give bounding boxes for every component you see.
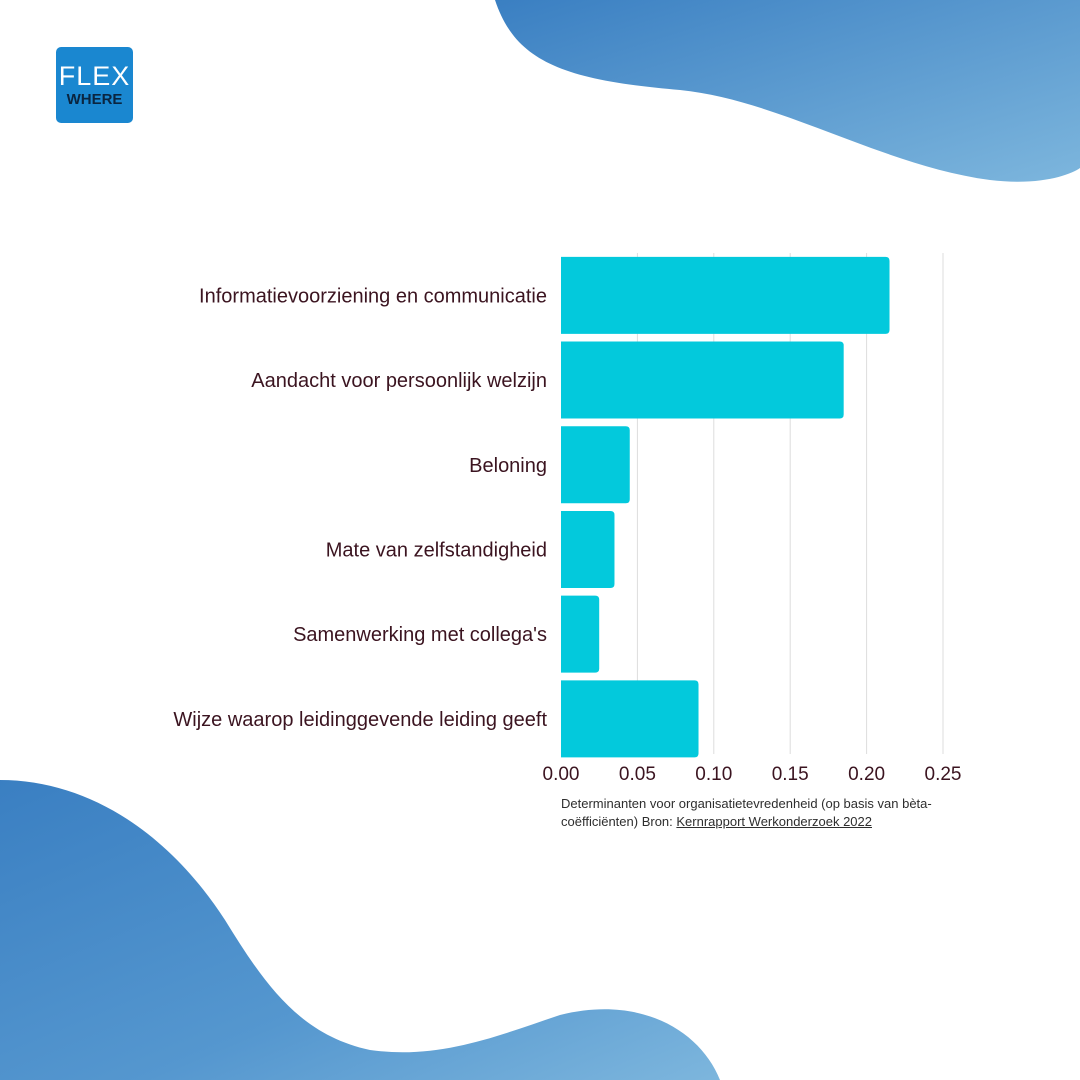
caption-text: Determinanten voor organisatietevredenhe… <box>561 796 932 829</box>
bar <box>561 680 699 758</box>
top-right-wave <box>495 0 1080 182</box>
bar <box>561 510 615 588</box>
category-label: Aandacht voor persoonlijk welzijn <box>251 370 547 392</box>
flexwhere-logo: FLEX WHERE <box>56 47 133 123</box>
x-tick-label: 0.10 <box>695 764 732 785</box>
category-label: Informatievoorziening en communicatie <box>199 285 547 307</box>
bar <box>561 426 630 504</box>
bottom-left-wave <box>0 780 720 1080</box>
bars <box>561 256 890 758</box>
category-label: Beloning <box>469 455 547 477</box>
logo-text-flex: FLEX <box>58 60 131 91</box>
category-label: Samenwerking met collega's <box>293 624 547 646</box>
category-label: Wijze waarop leidinggevende leiding geef… <box>173 709 547 731</box>
source-link[interactable]: Kernrapport Werkonderzoek 2022 <box>676 814 872 829</box>
x-tick-label: 0.00 <box>543 764 580 785</box>
x-axis-ticks: 0.00 0.05 0.10 0.15 0.20 0.25 <box>543 764 962 785</box>
category-label: Mate van zelfstandigheid <box>326 539 547 561</box>
logo-text-where: WHERE <box>66 90 123 108</box>
bar <box>561 595 600 673</box>
chart-caption: Determinanten voor organisatietevredenhe… <box>561 795 981 831</box>
x-tick-label: 0.25 <box>925 764 962 785</box>
gridlines <box>636 253 944 754</box>
x-tick-label: 0.15 <box>772 764 809 785</box>
x-tick-label: 0.05 <box>619 764 656 785</box>
category-labels: Informatievoorziening en communicatie Aan… <box>173 285 547 730</box>
x-tick-label: 0.20 <box>848 764 885 785</box>
bar <box>561 341 844 419</box>
bar <box>561 256 890 334</box>
